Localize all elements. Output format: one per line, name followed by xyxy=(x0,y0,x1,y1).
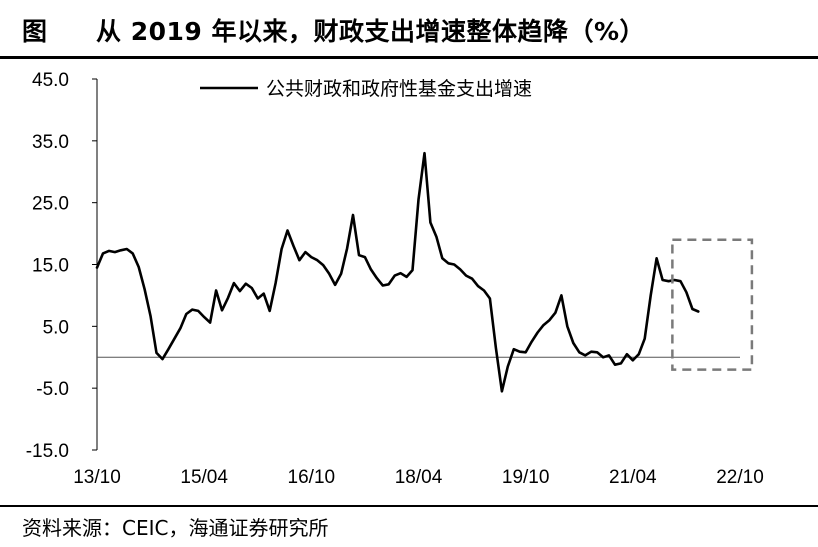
x-tick-label: 22/10 xyxy=(716,467,764,488)
legend: 公共财政和政府性基金支出增速 xyxy=(200,78,532,100)
plot-area xyxy=(95,151,754,393)
series-line xyxy=(95,151,700,393)
y-tick-label: 25.0 xyxy=(32,194,69,215)
y-tick-label: 15.0 xyxy=(32,256,69,277)
x-tick-label: 15/04 xyxy=(180,467,228,488)
x-tick-label: 13/10 xyxy=(73,467,121,488)
source-note: 资料来源：CEIC，海通证券研究所 xyxy=(22,516,329,540)
y-tick-label: -5.0 xyxy=(36,379,69,400)
x-tick-label: 18/04 xyxy=(395,467,443,488)
legend-label: 公共财政和政府性基金支出增速 xyxy=(266,78,532,100)
title-rule xyxy=(0,56,818,59)
y-tick-label: -15.0 xyxy=(26,441,69,462)
x-tick-label: 16/10 xyxy=(288,467,336,488)
x-tick-label: 21/04 xyxy=(609,467,657,488)
y-tick-label: 35.0 xyxy=(32,132,69,153)
x-tick-label: 19/10 xyxy=(502,467,550,488)
y-tick-label: 45.0 xyxy=(32,70,69,91)
title-bar: 图 从 2019 年以来，财政支出增速整体趋降（%） xyxy=(0,0,818,54)
y-axis: 45.0 35.0 25.0 15.0 5.0 -5.0 -15.0 xyxy=(26,70,98,462)
figure-label: 图 xyxy=(22,17,48,46)
x-axis: 13/10 15/04 16/10 18/04 19/10 21/04 22/10 xyxy=(73,467,764,488)
highlight-box xyxy=(671,238,754,371)
source-rule xyxy=(0,505,818,507)
chart-title: 从 2019 年以来，财政支出增速整体趋降（%） xyxy=(96,17,646,46)
y-tick-label: 5.0 xyxy=(43,317,69,338)
chart: 45.035.025.015.05.0-5.0-15.0 13/10 15/04 1… xyxy=(26,70,764,488)
